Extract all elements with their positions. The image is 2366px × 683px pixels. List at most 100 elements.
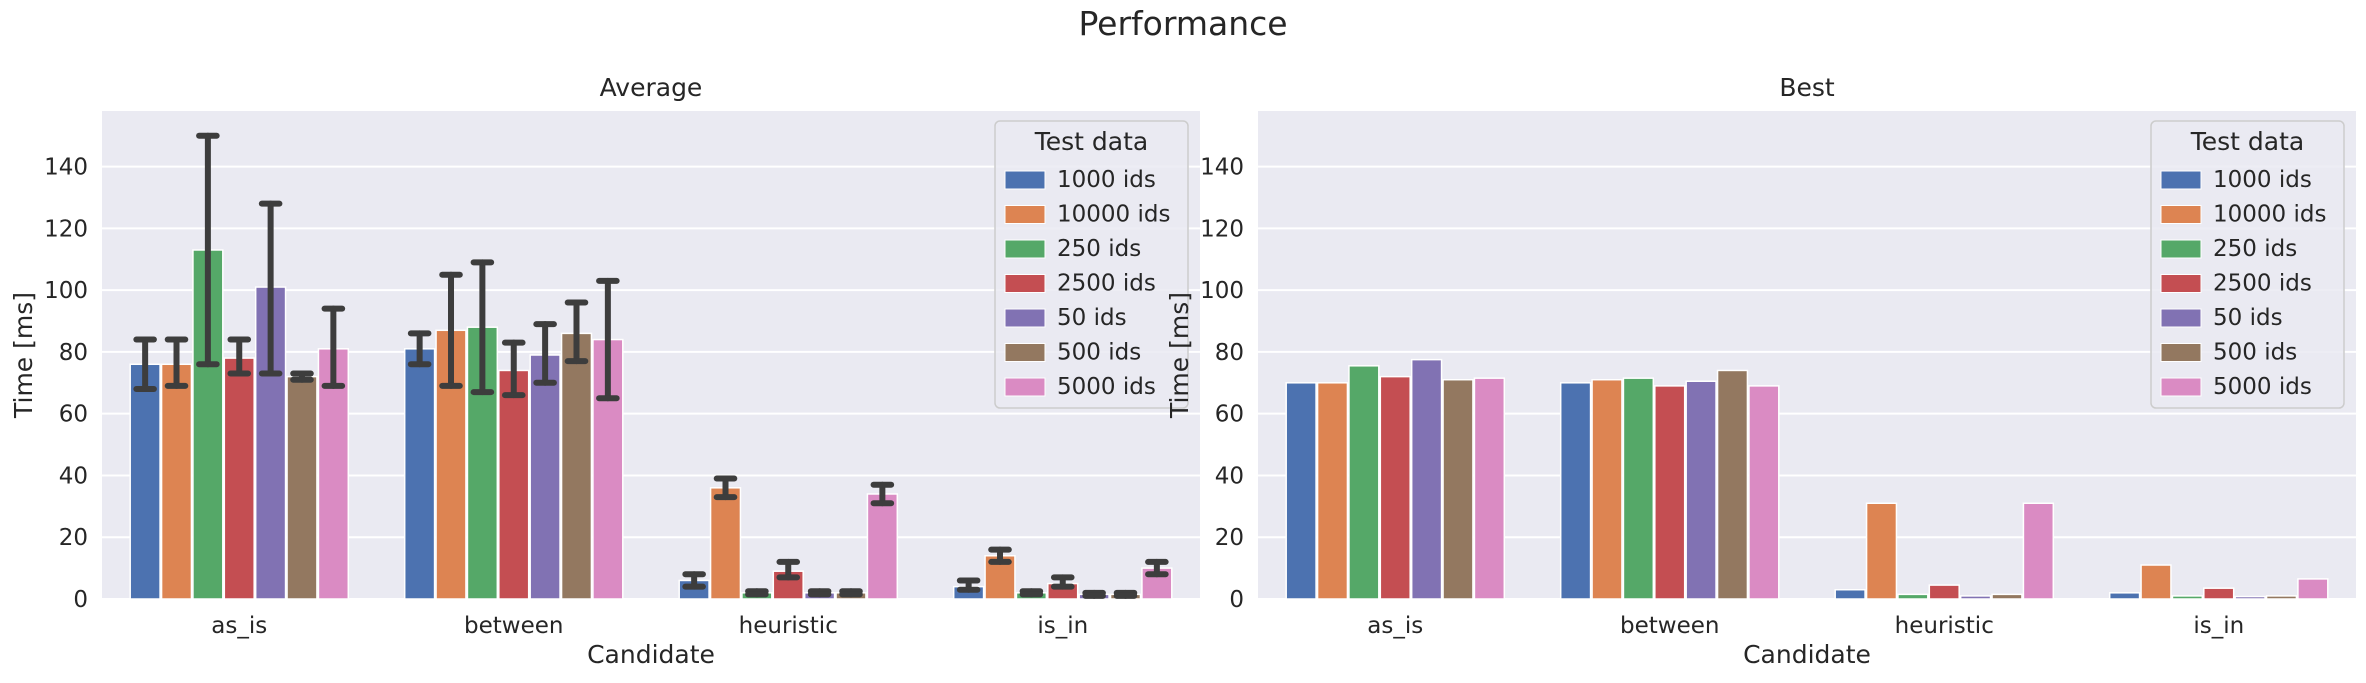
y-tick-label: 80 — [59, 340, 88, 366]
error-bar — [745, 588, 769, 598]
error-bar — [1019, 588, 1044, 598]
panel-title: Average — [600, 73, 703, 102]
bar — [1591, 378, 1623, 600]
x-tick-label: is_in — [1037, 613, 1088, 639]
bar — [1348, 365, 1380, 600]
figure-title: Performance — [1078, 4, 1287, 43]
x-tick-label: heuristic — [739, 613, 838, 639]
legend-title: Test data — [2190, 127, 2305, 156]
error-bar — [164, 336, 189, 389]
error-bar — [1145, 558, 1169, 578]
bar — [560, 332, 593, 600]
legend-swatch — [2160, 239, 2202, 259]
bar — [1959, 595, 1992, 600]
legend-swatch — [1004, 205, 1046, 224]
bar — [2297, 578, 2329, 600]
error-bar — [1113, 589, 1138, 599]
panel-best: 0 20 40 60 80 100 120 140 as_is between heuristic i… — [1165, 73, 2356, 669]
error-bar — [682, 571, 706, 590]
legend-entry: 1000 ids — [2213, 167, 2312, 193]
error-bar — [407, 330, 432, 368]
y-tick-label: 100 — [1200, 278, 1244, 304]
y-tick-label: 120 — [44, 216, 88, 242]
x-tick-label: is_in — [2193, 613, 2244, 639]
legend-swatch — [1004, 239, 1046, 259]
bar — [403, 348, 436, 600]
bar — [866, 493, 899, 600]
bar — [1897, 593, 1929, 600]
y-tick-label: 20 — [1215, 525, 1244, 551]
legend: Test data 1000 ids 10000 ids 250 ids 2500 id… — [994, 120, 1189, 409]
bar — [2171, 595, 2204, 600]
legend: Test data 1000 ids 10000 ids 250 ids 2500 id… — [2150, 120, 2345, 409]
legend-swatch — [2160, 308, 2202, 328]
y-tick-label: 0 — [1229, 587, 1244, 613]
legend-swatch — [2160, 377, 2202, 397]
error-bar — [501, 339, 526, 399]
legend-swatch — [2160, 205, 2202, 224]
y-tick-label: 140 — [1200, 155, 1244, 181]
error-bar — [596, 277, 620, 402]
error-bar — [227, 336, 252, 377]
error-bar — [196, 132, 220, 368]
legend-frame — [2150, 120, 2345, 409]
legend-swatch — [2160, 274, 2202, 293]
bar — [1748, 385, 1780, 600]
y-tick-label: 100 — [44, 278, 88, 304]
bar — [1559, 382, 1592, 600]
y-tick-label: 120 — [1200, 216, 1244, 242]
bar — [160, 363, 193, 600]
bar — [1685, 380, 1717, 600]
legend-swatch — [1004, 170, 1046, 190]
error-bar — [290, 370, 314, 383]
bar — [2234, 595, 2266, 600]
bar — [1928, 584, 1960, 600]
legend-entry: 500 ids — [2213, 340, 2297, 366]
x-tick-label: as_is — [1367, 613, 1423, 639]
y-tick-label: 60 — [59, 402, 88, 428]
legend-entry: 50 ids — [1057, 305, 1127, 331]
legend-swatch — [2160, 170, 2202, 190]
error-bar — [988, 546, 1012, 565]
error-bar — [1050, 574, 1075, 590]
bar — [2265, 595, 2298, 600]
bar — [1410, 358, 1443, 600]
x-tick-label: heuristic — [1895, 613, 1994, 639]
bar — [1473, 377, 1506, 600]
y-axis-label: Time [ms] — [9, 292, 38, 419]
panel-average: 0 20 40 60 80 100 120 140 as_is between heuristic i… — [9, 73, 1200, 669]
x-axis-label: Candidate — [587, 640, 715, 669]
x-tick-label: between — [1620, 613, 1719, 639]
x-tick-label: as_is — [211, 613, 267, 639]
bar — [1716, 369, 1749, 600]
bar — [129, 363, 161, 600]
bar — [1379, 375, 1411, 600]
legend-swatch — [1004, 343, 1046, 362]
y-tick-label: 20 — [59, 525, 88, 551]
bar — [529, 354, 561, 600]
y-tick-label: 40 — [1215, 463, 1244, 489]
legend-entry: 50 ids — [2213, 305, 2283, 331]
legend-entry: 2500 ids — [1057, 271, 1156, 297]
legend-entry: 5000 ids — [1057, 374, 1156, 400]
bar — [1991, 593, 2023, 600]
bar — [1442, 378, 1474, 600]
error-bar — [533, 321, 557, 386]
error-bar — [439, 271, 463, 389]
bar — [709, 487, 742, 600]
error-bar — [870, 481, 895, 507]
legend-entry: 5000 ids — [2213, 374, 2312, 400]
y-tick-label: 80 — [1215, 340, 1244, 366]
bar — [286, 375, 318, 600]
legend-frame — [994, 120, 1189, 409]
error-bar — [807, 588, 832, 598]
error-bar — [470, 259, 495, 396]
y-tick-label: 140 — [44, 155, 88, 181]
legend-entry: 10000 ids — [1057, 202, 1170, 228]
bar — [498, 369, 530, 600]
error-bar — [133, 336, 157, 392]
legend-swatch — [1004, 308, 1046, 328]
bar — [1285, 382, 1317, 600]
